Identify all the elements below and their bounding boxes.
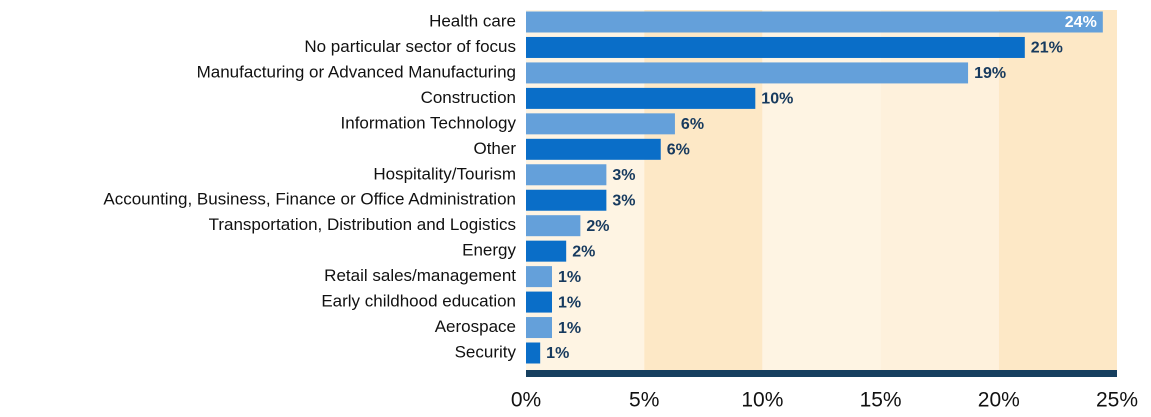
bar	[526, 317, 553, 339]
value-label: 21%	[1031, 40, 1063, 57]
category-label: Construction	[421, 88, 516, 107]
value-label: 2%	[572, 243, 595, 260]
category-label: Accounting, Business, Finance or Office …	[103, 190, 516, 209]
value-label: 2%	[586, 218, 609, 235]
bar	[526, 266, 553, 288]
value-label: 10%	[761, 91, 793, 108]
category-label: Early childhood education	[321, 292, 516, 311]
category-label: Energy	[462, 241, 516, 260]
category-label: Transportation, Distribution and Logisti…	[209, 215, 516, 234]
bar	[526, 138, 661, 160]
value-label: 1%	[558, 294, 581, 311]
x-tick-label: 10%	[741, 389, 783, 412]
category-label: Other	[473, 139, 516, 158]
category-label: No particular sector of focus	[304, 37, 516, 56]
bar	[526, 189, 607, 211]
x-tick-label: 15%	[860, 389, 902, 412]
category-label: Hospitality/Tourism	[373, 164, 516, 183]
bar	[526, 342, 541, 364]
x-tick-label: 5%	[629, 389, 659, 412]
value-label: 1%	[558, 320, 581, 337]
category-label: Aerospace	[435, 317, 516, 336]
bar	[526, 36, 1025, 58]
bar	[526, 291, 553, 313]
bar	[526, 240, 567, 262]
value-label: 6%	[667, 142, 690, 159]
x-tick-label: 0%	[511, 389, 541, 412]
value-label: 19%	[974, 65, 1006, 82]
category-label: Manufacturing or Advanced Manufacturing	[197, 62, 516, 81]
x-tick-label: 20%	[978, 389, 1020, 412]
bar	[526, 164, 607, 186]
value-label: 1%	[546, 345, 569, 362]
category-label: Health care	[429, 11, 516, 30]
category-label: Information Technology	[341, 113, 517, 132]
bar	[526, 11, 1103, 33]
value-label: 6%	[681, 116, 704, 133]
grid-band	[998, 10, 1117, 370]
x-tick-label: 25%	[1096, 389, 1138, 412]
value-label: 1%	[558, 269, 581, 286]
bar	[526, 87, 756, 109]
value-label: 3%	[612, 167, 635, 184]
value-label: 3%	[612, 192, 635, 209]
bar	[526, 113, 675, 135]
category-label: Retail sales/management	[324, 266, 516, 285]
category-label: Security	[455, 342, 517, 361]
value-label: 24%	[1065, 14, 1097, 31]
bar	[526, 62, 969, 84]
x-axis	[526, 370, 1117, 377]
bar	[526, 215, 581, 237]
